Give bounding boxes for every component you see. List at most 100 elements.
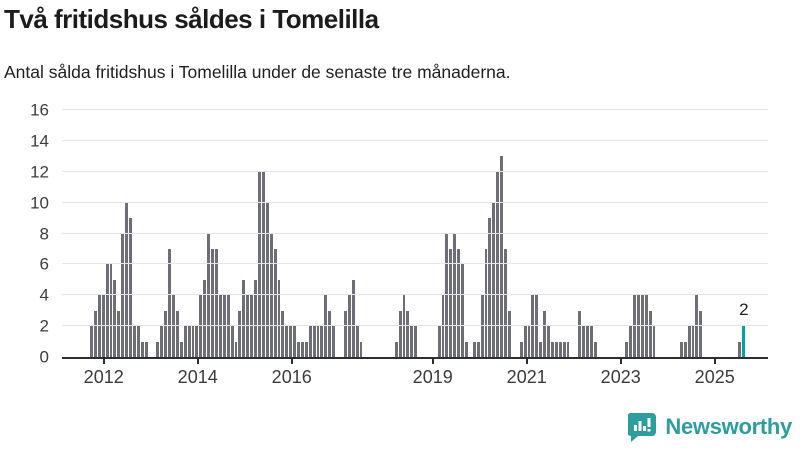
bar [226, 295, 230, 357]
bar [308, 326, 312, 357]
bar-slot [277, 110, 282, 357]
bar-value-label: 2 [739, 300, 749, 320]
bar [164, 310, 168, 357]
bar-slot [461, 110, 465, 357]
bar [590, 326, 593, 357]
gridline-y10 [62, 201, 768, 203]
bar-slot [215, 110, 219, 357]
bar [535, 295, 539, 357]
bar-slot [113, 110, 117, 357]
bar-slot [394, 110, 399, 357]
bar-slot [500, 110, 504, 357]
bar-slot [117, 110, 121, 357]
bar-slot [269, 110, 274, 357]
x-axis-tick-label: 2014 [177, 367, 218, 387]
bar-slot [211, 110, 215, 357]
bar [160, 326, 164, 357]
bar-slot [136, 110, 141, 357]
x-axis-tick [525, 357, 528, 364]
bar [496, 171, 500, 357]
bar-slot [527, 110, 532, 357]
gridline-y16 [62, 109, 768, 110]
bar [457, 248, 461, 357]
y-axis-tick-label: 10 [30, 193, 49, 213]
highlight-bar [742, 326, 746, 357]
bar [230, 326, 234, 357]
bar [644, 295, 648, 357]
gridline-y8 [62, 232, 768, 234]
plot-area: 2 0 2 4 6 8 10 12 14 16 2012 2014 2016 2019 2021 2023 2… [30, 102, 768, 387]
bar-slot [218, 110, 223, 357]
x-axis-tick [713, 357, 716, 364]
bar-slot [437, 110, 442, 357]
page-title: Två fritidshus såldes i Tomelilla [4, 4, 379, 34]
bar-slot [695, 110, 699, 357]
bar [683, 341, 687, 357]
x-axis-tick-label: 2016 [271, 367, 312, 387]
bar [269, 233, 273, 357]
bar [179, 341, 183, 357]
bar [285, 326, 289, 357]
bar [172, 295, 175, 357]
bar-slot [332, 110, 336, 357]
bar [324, 295, 328, 357]
bar-slot [683, 110, 688, 357]
bar [699, 310, 703, 357]
bar [332, 326, 336, 357]
bar-slot [504, 110, 508, 357]
bar [578, 310, 582, 357]
bar-slot: 2 [739, 110, 749, 357]
bar [125, 202, 129, 357]
bar-slot [187, 110, 192, 357]
newsworthy-logo-link[interactable]: Newsworthy [628, 412, 792, 442]
bar-slot [492, 110, 496, 357]
bar [195, 326, 199, 357]
bar-slot [445, 110, 449, 357]
bar-slot [410, 110, 414, 357]
bar [113, 279, 117, 357]
bar-slot [97, 110, 102, 357]
bar [449, 248, 453, 357]
bar [531, 295, 535, 357]
bar-slot [398, 110, 403, 357]
bar [687, 326, 691, 357]
bar [250, 295, 254, 357]
bar-slot [562, 110, 567, 357]
bar-slot [121, 110, 125, 357]
bar [121, 233, 125, 357]
bar [218, 295, 222, 357]
bar [105, 264, 109, 357]
bar [109, 264, 113, 357]
bar [488, 218, 492, 357]
bar [437, 326, 441, 357]
bar-slot [351, 110, 356, 357]
newsworthy-bubble-barchart-icon [628, 412, 657, 442]
bar-slot [320, 110, 324, 357]
bar-slot [652, 110, 657, 357]
bar-slot [234, 110, 239, 357]
bar-slot [289, 110, 293, 357]
bar-slot [199, 110, 203, 357]
x-axis-tick-label: 2012 [83, 367, 124, 387]
bar [629, 326, 632, 357]
bar-slot [191, 110, 196, 357]
bar [632, 295, 636, 357]
bar-slot [183, 110, 188, 357]
bar-slot [343, 110, 348, 357]
x-axis-tick [619, 357, 622, 364]
bar [273, 248, 277, 357]
bar-slot [105, 110, 110, 357]
bar-slot [402, 110, 407, 357]
bar-slot [629, 110, 633, 357]
bar-slot [472, 110, 477, 357]
bar-slot [265, 110, 270, 357]
bar-slot [547, 110, 551, 357]
bar [312, 326, 316, 357]
bar-slot [250, 110, 254, 357]
bar-slot [465, 110, 469, 357]
bar [187, 326, 191, 357]
gridline-y12 [62, 170, 768, 172]
bar [140, 341, 144, 357]
bar-slot [273, 110, 278, 357]
bar-slot [179, 110, 184, 357]
